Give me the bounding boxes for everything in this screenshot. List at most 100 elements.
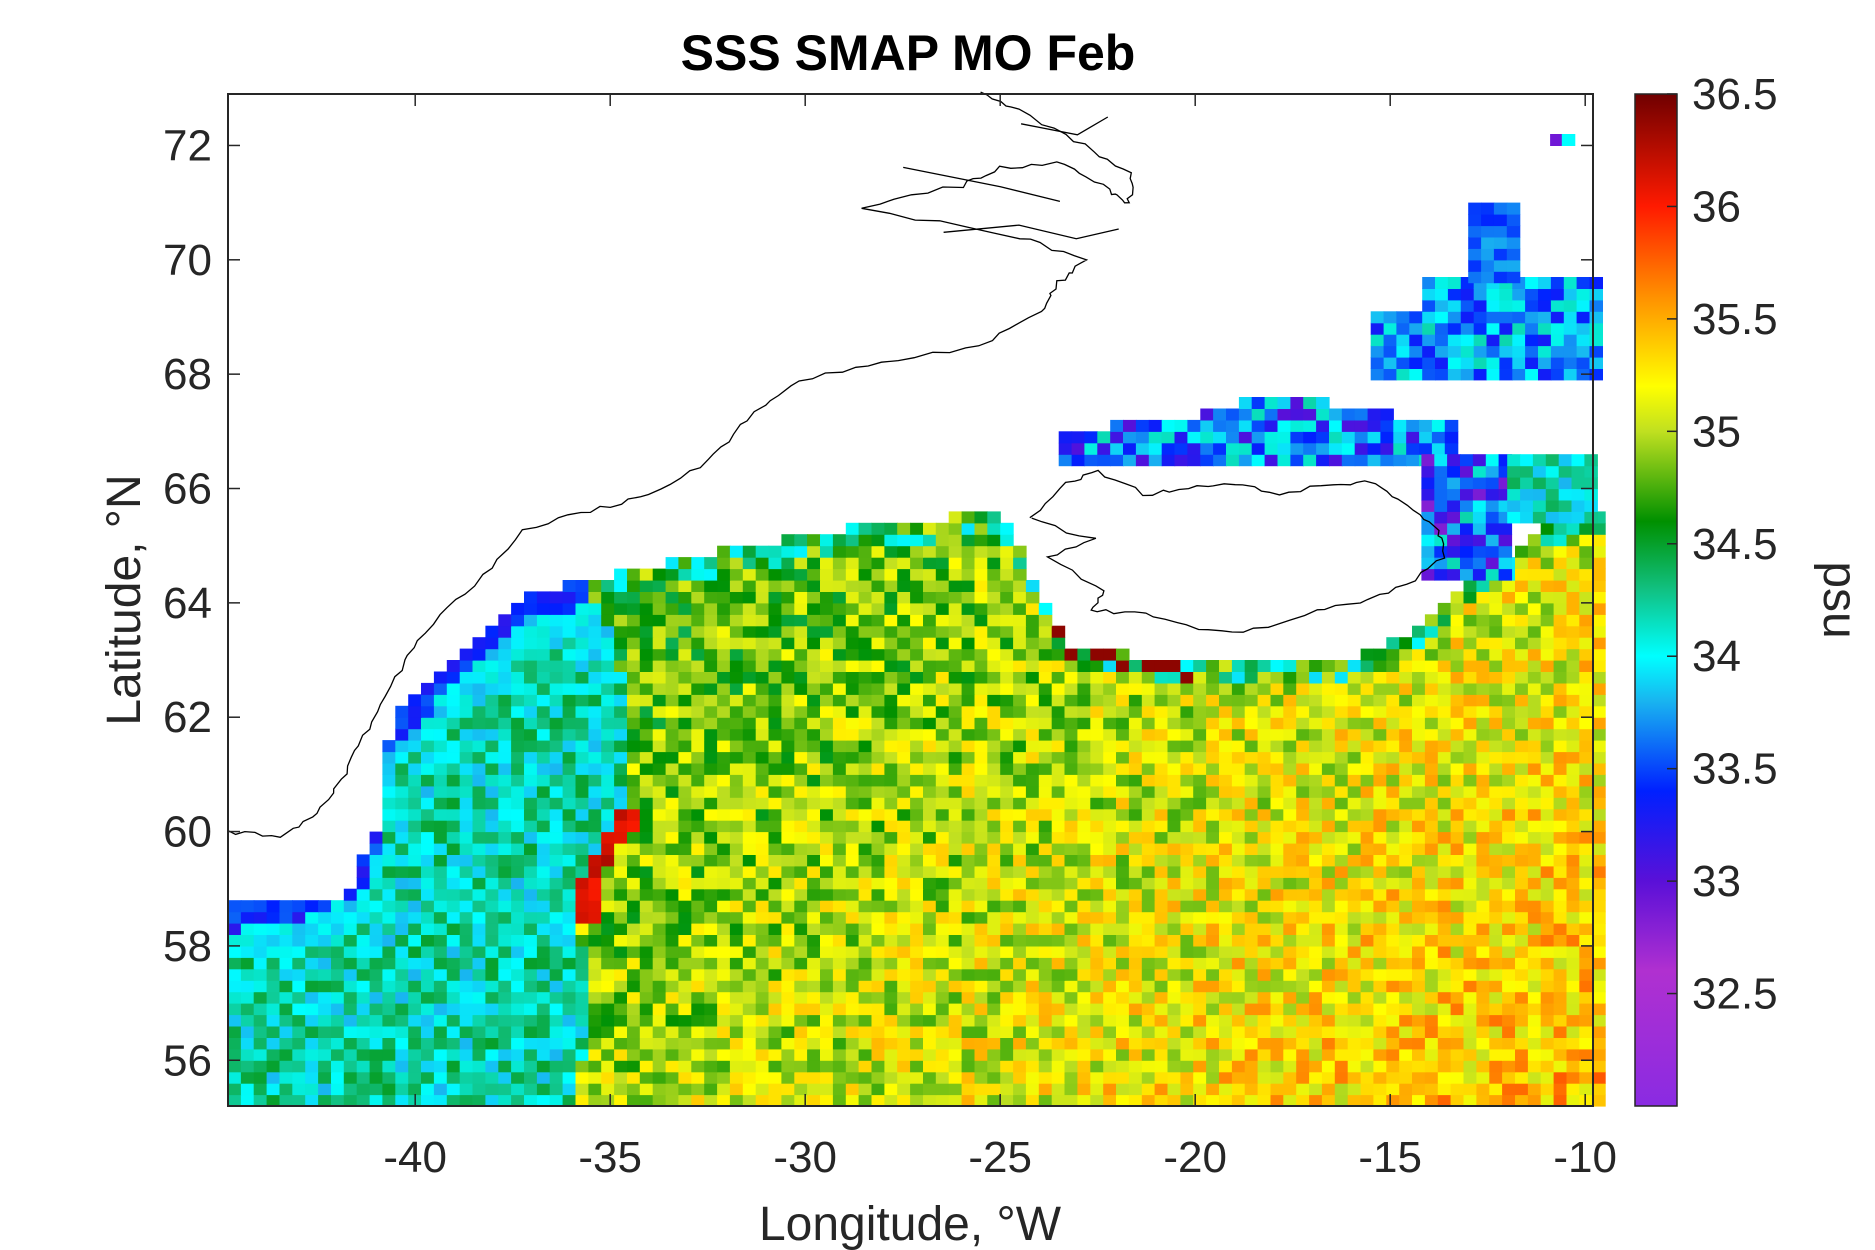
heatmap-cell [1579,728,1593,741]
heatmap-cell [343,1060,358,1073]
heatmap-cell [627,774,641,787]
heatmap-cell [1421,534,1435,547]
heatmap-cell [536,854,551,867]
heatmap-cell [1141,1048,1156,1061]
heatmap-cell [305,934,319,947]
heatmap-cell [1592,923,1606,935]
heatmap-cell [897,877,911,890]
heatmap-cell [820,705,834,718]
heatmap-cell [704,854,718,867]
heatmap-cell [1463,614,1477,627]
heatmap-cell [1373,1048,1387,1061]
heatmap-cell [1257,980,1272,993]
heatmap-cell [549,1037,564,1050]
heatmap-cell [717,797,731,810]
heatmap-cell [240,1014,255,1027]
heatmap-cell [575,900,589,913]
heatmap-cell [1283,682,1297,695]
heatmap-cell [1550,322,1565,335]
heatmap-cell [1489,728,1503,741]
heatmap-cell [1527,591,1542,604]
heatmap-cell [472,934,486,947]
heatmap-cell [1296,717,1310,730]
heatmap-cell [858,625,873,638]
heatmap-cell [1064,740,1078,753]
heatmap-cell [485,625,499,638]
heatmap-cell [1231,843,1246,855]
heatmap-cell [1450,614,1465,627]
heatmap-cell [1025,660,1040,672]
heatmap-cell [305,900,319,913]
heatmap-cell [1515,968,1529,981]
heatmap-cell [279,968,293,981]
heatmap-cell [627,797,641,810]
heatmap-cell [845,717,860,730]
heatmap-cell [717,808,731,821]
heatmap-cell [395,717,409,730]
heatmap-cell [820,865,834,878]
heatmap-cell [1141,797,1156,810]
heatmap-cell [1270,1014,1284,1027]
heatmap-cell [1553,797,1568,810]
heatmap-cell [1013,865,1027,878]
heatmap-cell [1450,648,1465,661]
heatmap-cell [1193,671,1207,684]
heatmap-cell [433,820,448,833]
heatmap-cell [1231,728,1246,741]
heatmap-cell [923,1060,937,1073]
heatmap-cell [1309,865,1323,878]
heatmap-cell [1309,1037,1323,1050]
heatmap-cell [1463,1003,1477,1016]
heatmap-cell [1309,728,1323,741]
heatmap-cell [1321,923,1336,935]
x-tick-label: -20 [1163,1133,1227,1182]
heatmap-cell [961,522,976,535]
heatmap-cell [1540,1083,1555,1096]
heatmap-cell [1437,797,1452,810]
heatmap-cell [897,900,911,913]
heatmap-cell [1468,214,1482,227]
heatmap-cell [1064,682,1078,695]
heatmap-cell [1450,751,1465,764]
heatmap-cell [1257,774,1272,787]
heatmap-cell [948,728,963,741]
heatmap-cell [1489,923,1503,935]
heatmap-cell [1025,797,1040,810]
heatmap-cell [1370,345,1385,358]
heatmap-cell [910,740,924,753]
heatmap-cell [807,991,821,1004]
heatmap-cell [1393,419,1407,432]
heatmap-cell [1412,1014,1426,1027]
heatmap-cell [1244,785,1259,798]
heatmap-cell [1334,751,1349,764]
heatmap-cell [729,557,744,570]
heatmap-cell [601,968,615,981]
heatmap-cell [1485,465,1500,478]
heatmap-cell [627,934,641,947]
heatmap-cell [562,1083,577,1096]
heatmap-cell [1244,808,1259,821]
heatmap-cell [1128,728,1143,741]
heatmap-cell [1553,625,1568,638]
heatmap-cell [1502,1026,1516,1038]
heatmap-cell [1064,648,1078,661]
heatmap-cell [1000,614,1014,627]
heatmap-cell [923,1003,937,1016]
heatmap-cell [807,934,821,947]
heatmap-cell [987,957,1001,970]
heatmap-cell [1406,454,1420,467]
heatmap-cell [1257,1003,1272,1016]
heatmap-cell [974,740,988,753]
heatmap-cell [923,785,937,798]
heatmap-cell [446,762,461,775]
heatmap-cell [871,980,885,993]
heatmap-cell [1515,934,1529,947]
heatmap-cell [395,1026,409,1038]
heatmap-cell [1334,820,1349,833]
y-tick-label: 64 [163,579,212,628]
heatmap-cell [524,740,538,753]
heatmap-cell [1566,911,1580,924]
heatmap-cell [1206,991,1220,1004]
heatmap-cell [1386,1003,1400,1016]
heatmap-cell [820,820,834,833]
